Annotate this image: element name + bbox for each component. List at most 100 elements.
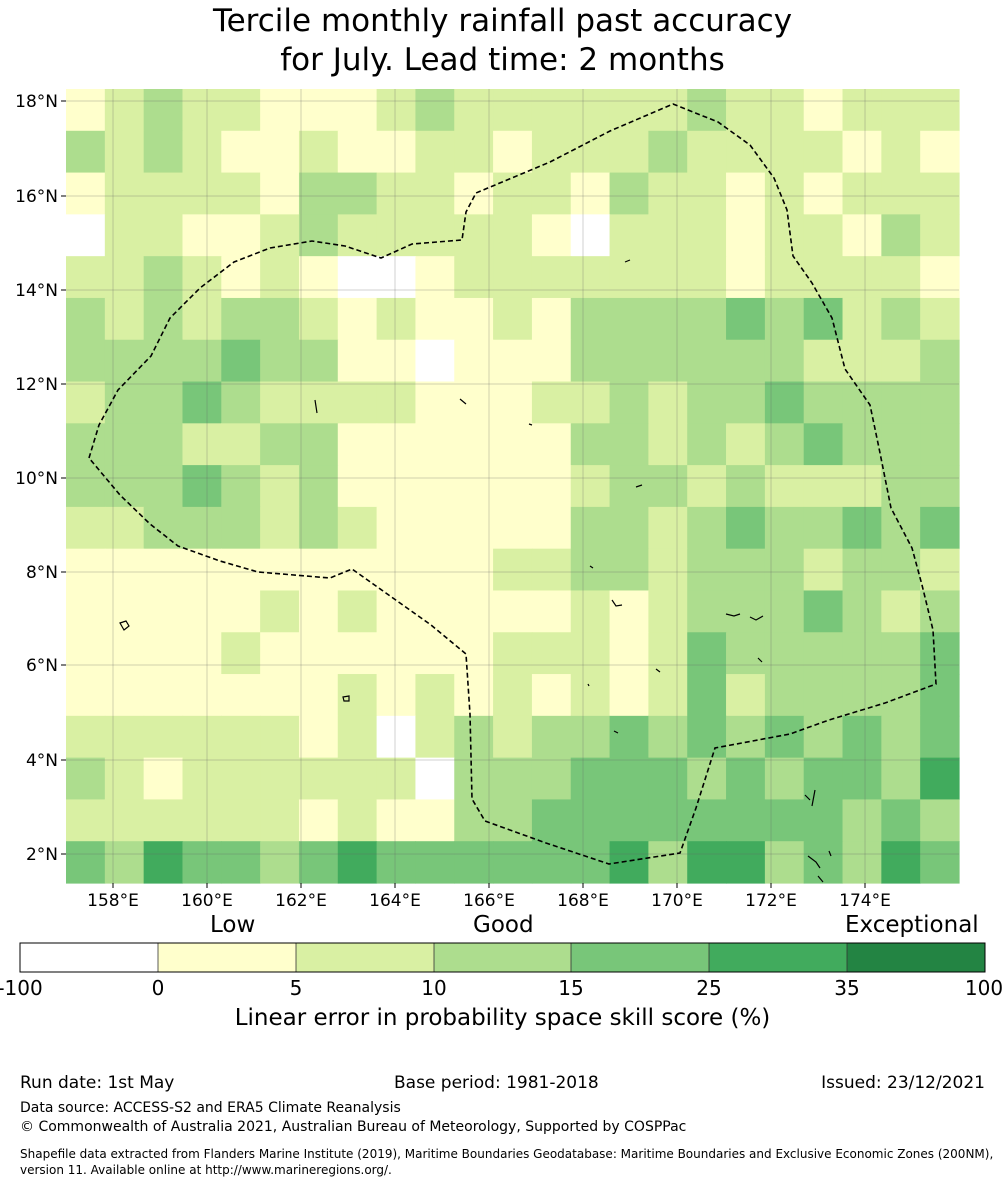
skill-cell — [221, 757, 261, 801]
category-exceptional: Exceptional — [845, 912, 979, 938]
skill-cell — [648, 465, 688, 508]
skill-cell — [66, 632, 106, 675]
skill-cell — [842, 632, 882, 675]
skill-cell — [298, 632, 339, 675]
island-outline — [587, 565, 763, 734]
skill-cell — [842, 297, 882, 341]
colorbar-segment — [20, 943, 158, 972]
lon-tick-label: 170°E — [651, 891, 703, 911]
skill-cell — [726, 506, 766, 550]
skill-cell — [104, 674, 145, 717]
skill-cell — [842, 590, 882, 633]
skill-cell — [143, 715, 184, 759]
skill-cell — [531, 89, 572, 132]
skill-cell — [493, 674, 533, 717]
skill-cell — [415, 130, 455, 174]
skill-cell — [570, 841, 611, 884]
skill-cell — [454, 130, 494, 174]
skill-cell — [143, 339, 184, 383]
lon-tick-label: 166°E — [463, 891, 515, 911]
skill-cell — [260, 674, 300, 717]
skill-cell — [881, 590, 921, 633]
island-outline — [807, 850, 832, 883]
skill-cell — [803, 506, 844, 550]
lat-tick-label: 6°N — [26, 656, 58, 676]
skill-cell — [143, 423, 184, 466]
skill-cell — [609, 256, 649, 299]
skill-cell — [182, 674, 222, 717]
skill-cell — [104, 590, 145, 633]
skill-cell — [648, 339, 688, 383]
skill-cell — [376, 423, 417, 466]
skill-cell — [221, 799, 261, 842]
skill-cell — [881, 172, 921, 215]
copyright: © Commonwealth of Australia 2021, Austra… — [20, 1119, 687, 1135]
skill-cell — [376, 799, 417, 842]
lat-tick-label: 16°N — [15, 187, 58, 207]
skill-cell — [531, 465, 572, 508]
skill-cell — [337, 841, 378, 884]
skill-cell — [842, 799, 882, 842]
skill-cell — [182, 339, 222, 383]
skill-cell — [221, 130, 261, 174]
skill-cell — [842, 757, 882, 801]
skill-cell — [182, 89, 222, 132]
skill-cell — [454, 548, 494, 592]
lon-tick-label: 162°E — [275, 891, 327, 911]
skill-cell — [920, 89, 960, 132]
skill-cell — [531, 548, 572, 592]
skill-cell — [531, 841, 572, 884]
skill-cell — [920, 632, 960, 675]
skill-cell — [609, 381, 649, 424]
skill-cell — [376, 339, 417, 383]
skill-cell — [881, 674, 921, 717]
skill-cell — [221, 715, 261, 759]
skill-cell — [531, 757, 572, 801]
lon-tick-label: 174°E — [839, 891, 891, 911]
skill-cell — [221, 381, 261, 424]
skill-cell — [493, 172, 533, 215]
skill-grid — [66, 89, 960, 884]
skill-cell — [104, 214, 145, 257]
skill-cell — [66, 214, 106, 257]
skill-cell — [182, 381, 222, 424]
island-outline — [611, 599, 623, 607]
skill-cell — [648, 632, 688, 675]
skill-cell — [570, 381, 611, 424]
skill-cell — [143, 130, 184, 174]
skill-cell — [881, 423, 921, 466]
colorbar-segment — [847, 943, 985, 972]
skill-cell — [182, 465, 222, 508]
skill-cell — [376, 256, 417, 299]
skill-cell — [260, 841, 300, 884]
skill-cell — [66, 799, 106, 842]
skill-cell — [415, 465, 455, 508]
skill-cell — [726, 632, 766, 675]
skill-cell — [570, 297, 611, 341]
skill-cell — [764, 757, 805, 801]
skill-cell — [920, 674, 960, 717]
skill-cell — [609, 506, 649, 550]
skill-cell — [609, 339, 649, 383]
colorbar-tick: 5 — [290, 976, 303, 1000]
skill-cell — [66, 423, 106, 466]
skill-cell — [803, 465, 844, 508]
island-outline — [804, 789, 816, 807]
skill-cell — [881, 548, 921, 592]
skill-cell — [104, 548, 145, 592]
skill-cell — [726, 715, 766, 759]
skill-cell — [531, 172, 572, 215]
skill-cell — [803, 590, 844, 633]
skill-cell — [104, 715, 145, 759]
skill-cell — [493, 841, 533, 884]
skill-cell — [415, 256, 455, 299]
skill-cell — [687, 757, 727, 801]
skill-cell — [764, 506, 805, 550]
map-title: Tercile monthly rainfall past accuracy f… — [0, 2, 1005, 80]
skill-cell — [726, 89, 766, 132]
skill-cell — [648, 256, 688, 299]
skill-cell — [881, 297, 921, 341]
skill-cell — [764, 799, 805, 842]
skill-cell — [764, 297, 805, 341]
skill-cell — [66, 172, 106, 215]
